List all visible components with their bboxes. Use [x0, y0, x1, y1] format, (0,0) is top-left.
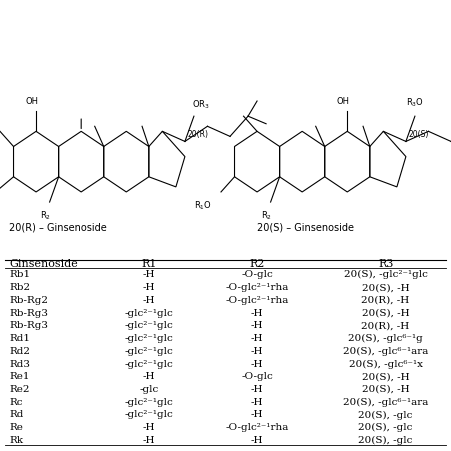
Text: Rc: Rc	[9, 398, 23, 407]
Text: Rd1: Rd1	[9, 334, 30, 343]
Text: 20(S), -glc⁶⁻¹ara: 20(S), -glc⁶⁻¹ara	[343, 398, 428, 407]
Text: R$_2$: R$_2$	[261, 210, 272, 222]
Text: -O-glc²⁻¹rha: -O-glc²⁻¹rha	[226, 296, 289, 305]
Text: 20(S), -H: 20(S), -H	[362, 308, 410, 318]
Text: -glc²⁻¹glc: -glc²⁻¹glc	[124, 347, 173, 356]
Text: 20(R): 20(R)	[187, 130, 208, 139]
Text: Rb-Rg3: Rb-Rg3	[9, 308, 48, 318]
Text: -H: -H	[143, 270, 155, 279]
Text: Re2: Re2	[9, 385, 29, 394]
Text: 20(S), -H: 20(S), -H	[362, 385, 410, 394]
Text: -H: -H	[251, 385, 263, 394]
Text: -H: -H	[251, 321, 263, 330]
Text: -H: -H	[251, 347, 263, 356]
Text: OH: OH	[336, 97, 349, 106]
Text: -O-glc: -O-glc	[241, 372, 273, 381]
Text: 20(S), -glc: 20(S), -glc	[359, 410, 413, 419]
Text: Rb-Rg2: Rb-Rg2	[9, 296, 48, 305]
Text: -glc²⁻¹glc: -glc²⁻¹glc	[124, 308, 173, 318]
Text: R$_3$O: R$_3$O	[406, 96, 424, 109]
Text: -H: -H	[251, 359, 263, 368]
Text: -H: -H	[251, 334, 263, 343]
Text: 20(S), -glc⁶⁻¹g: 20(S), -glc⁶⁻¹g	[348, 334, 423, 343]
Text: 20(S), -glc²⁻¹glc: 20(S), -glc²⁻¹glc	[344, 270, 428, 279]
Text: Rb-Rg3: Rb-Rg3	[9, 321, 48, 330]
Text: R2: R2	[249, 259, 265, 269]
Text: -H: -H	[251, 308, 263, 318]
Text: 20(S): 20(S)	[408, 130, 428, 139]
Text: -H: -H	[143, 423, 155, 432]
Text: 20(S) – Ginsenoside: 20(S) – Ginsenoside	[257, 222, 354, 232]
Text: 20(S), -glc⁶⁻¹ara: 20(S), -glc⁶⁻¹ara	[343, 347, 428, 356]
Text: 20(R) – Ginsenoside: 20(R) – Ginsenoside	[9, 222, 107, 232]
Text: 20(S), -glc: 20(S), -glc	[359, 423, 413, 433]
Text: 20(R), -H: 20(R), -H	[362, 296, 410, 305]
Text: Rd2: Rd2	[9, 347, 30, 356]
Text: -glc²⁻¹glc: -glc²⁻¹glc	[124, 334, 173, 343]
Text: -H: -H	[143, 296, 155, 305]
Text: OH: OH	[25, 97, 38, 106]
Text: 20(S), -glc: 20(S), -glc	[359, 436, 413, 445]
Text: -H: -H	[143, 436, 155, 445]
Text: Rb1: Rb1	[9, 270, 30, 279]
Text: -H: -H	[251, 436, 263, 445]
Text: -glc²⁻¹glc: -glc²⁻¹glc	[124, 410, 173, 419]
Text: R3: R3	[378, 259, 393, 269]
Text: -H: -H	[143, 372, 155, 381]
Text: OR$_3$: OR$_3$	[192, 99, 209, 111]
Text: -H: -H	[251, 410, 263, 419]
Text: R$_2$: R$_2$	[40, 210, 51, 222]
Text: -glc: -glc	[139, 385, 158, 394]
Text: Rd3: Rd3	[9, 359, 30, 368]
Text: 20(R), -H: 20(R), -H	[362, 321, 410, 330]
Text: -O-glc²⁻¹rha: -O-glc²⁻¹rha	[226, 283, 289, 292]
Text: -O-glc²⁻¹rha: -O-glc²⁻¹rha	[226, 423, 289, 432]
Text: -glc²⁻¹glc: -glc²⁻¹glc	[124, 321, 173, 330]
Text: R$_1$O: R$_1$O	[194, 199, 212, 212]
Text: 20(S), -H: 20(S), -H	[362, 372, 410, 381]
Text: Re1: Re1	[9, 372, 29, 381]
Text: Rk: Rk	[9, 436, 23, 445]
Text: Re: Re	[9, 423, 23, 432]
Text: 20(S), -glc⁶⁻¹x: 20(S), -glc⁶⁻¹x	[349, 359, 423, 368]
Text: Ginsenoside: Ginsenoside	[9, 259, 78, 269]
Text: 20(S), -H: 20(S), -H	[362, 283, 410, 292]
Text: Rd: Rd	[9, 410, 23, 419]
Text: -O-glc: -O-glc	[241, 270, 273, 279]
Text: -glc²⁻¹glc: -glc²⁻¹glc	[124, 359, 173, 368]
Text: -H: -H	[143, 283, 155, 292]
Text: R1: R1	[141, 259, 156, 269]
Text: -glc²⁻¹glc: -glc²⁻¹glc	[124, 398, 173, 407]
Text: Rb2: Rb2	[9, 283, 30, 292]
Text: -H: -H	[251, 398, 263, 407]
